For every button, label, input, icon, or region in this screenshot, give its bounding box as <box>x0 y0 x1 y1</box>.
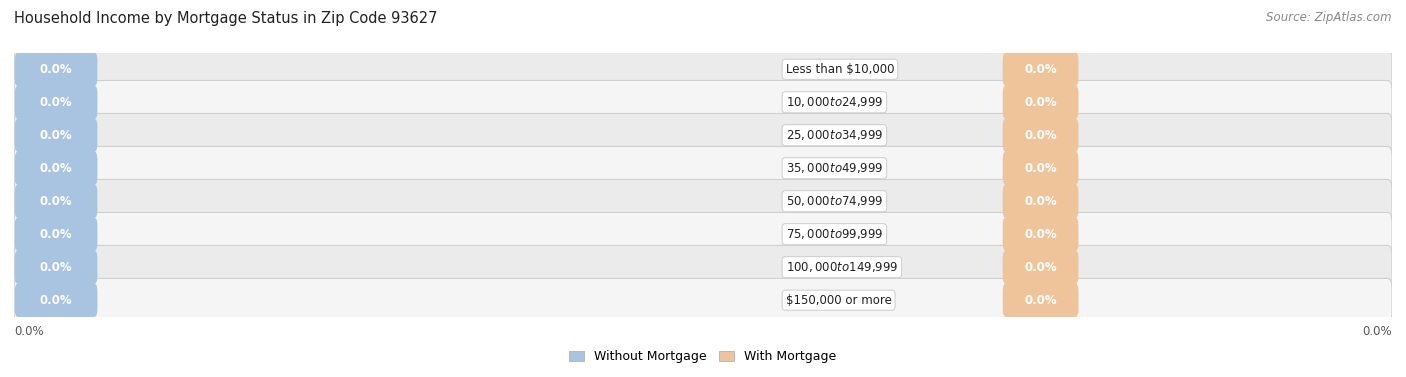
Text: 0.0%: 0.0% <box>1024 228 1057 241</box>
Text: $10,000 to $24,999: $10,000 to $24,999 <box>786 95 883 109</box>
FancyBboxPatch shape <box>1002 118 1078 152</box>
FancyBboxPatch shape <box>14 152 97 185</box>
FancyBboxPatch shape <box>1002 86 1078 119</box>
FancyBboxPatch shape <box>14 218 97 251</box>
Text: 0.0%: 0.0% <box>39 261 72 274</box>
Text: Less than $10,000: Less than $10,000 <box>786 63 894 76</box>
Text: 0.0%: 0.0% <box>39 129 72 142</box>
FancyBboxPatch shape <box>14 86 97 119</box>
Text: $25,000 to $34,999: $25,000 to $34,999 <box>786 128 883 142</box>
Text: 0.0%: 0.0% <box>1024 195 1057 208</box>
FancyBboxPatch shape <box>1002 52 1078 86</box>
FancyBboxPatch shape <box>1002 284 1078 317</box>
Text: $100,000 to $149,999: $100,000 to $149,999 <box>786 260 898 274</box>
Text: Source: ZipAtlas.com: Source: ZipAtlas.com <box>1267 11 1392 24</box>
Text: 0.0%: 0.0% <box>1024 162 1057 175</box>
Text: 0.0%: 0.0% <box>39 195 72 208</box>
Text: $75,000 to $99,999: $75,000 to $99,999 <box>786 227 883 241</box>
Text: 0.0%: 0.0% <box>39 294 72 307</box>
FancyBboxPatch shape <box>1002 250 1078 284</box>
Text: $50,000 to $74,999: $50,000 to $74,999 <box>786 194 883 208</box>
Text: 0.0%: 0.0% <box>1024 261 1057 274</box>
FancyBboxPatch shape <box>14 278 1392 322</box>
Text: 0.0%: 0.0% <box>39 162 72 175</box>
Text: Household Income by Mortgage Status in Zip Code 93627: Household Income by Mortgage Status in Z… <box>14 11 437 26</box>
FancyBboxPatch shape <box>14 48 1392 91</box>
Legend: Without Mortgage, With Mortgage: Without Mortgage, With Mortgage <box>564 345 842 368</box>
FancyBboxPatch shape <box>14 179 1392 223</box>
FancyBboxPatch shape <box>1002 184 1078 218</box>
Text: 0.0%: 0.0% <box>14 325 44 338</box>
Text: 0.0%: 0.0% <box>1362 325 1392 338</box>
FancyBboxPatch shape <box>1002 152 1078 185</box>
Text: $150,000 or more: $150,000 or more <box>786 294 891 307</box>
FancyBboxPatch shape <box>14 52 97 86</box>
Text: 0.0%: 0.0% <box>39 96 72 109</box>
FancyBboxPatch shape <box>14 245 1392 289</box>
Text: 0.0%: 0.0% <box>1024 96 1057 109</box>
Text: 0.0%: 0.0% <box>39 228 72 241</box>
FancyBboxPatch shape <box>1002 218 1078 251</box>
Text: 0.0%: 0.0% <box>1024 63 1057 76</box>
FancyBboxPatch shape <box>14 284 97 317</box>
FancyBboxPatch shape <box>14 146 1392 190</box>
FancyBboxPatch shape <box>14 250 97 284</box>
FancyBboxPatch shape <box>14 81 1392 124</box>
Text: $35,000 to $49,999: $35,000 to $49,999 <box>786 161 883 175</box>
FancyBboxPatch shape <box>14 118 97 152</box>
FancyBboxPatch shape <box>14 184 97 218</box>
Text: 0.0%: 0.0% <box>1024 294 1057 307</box>
FancyBboxPatch shape <box>14 113 1392 157</box>
FancyBboxPatch shape <box>14 212 1392 256</box>
Text: 0.0%: 0.0% <box>39 63 72 76</box>
Text: 0.0%: 0.0% <box>1024 129 1057 142</box>
